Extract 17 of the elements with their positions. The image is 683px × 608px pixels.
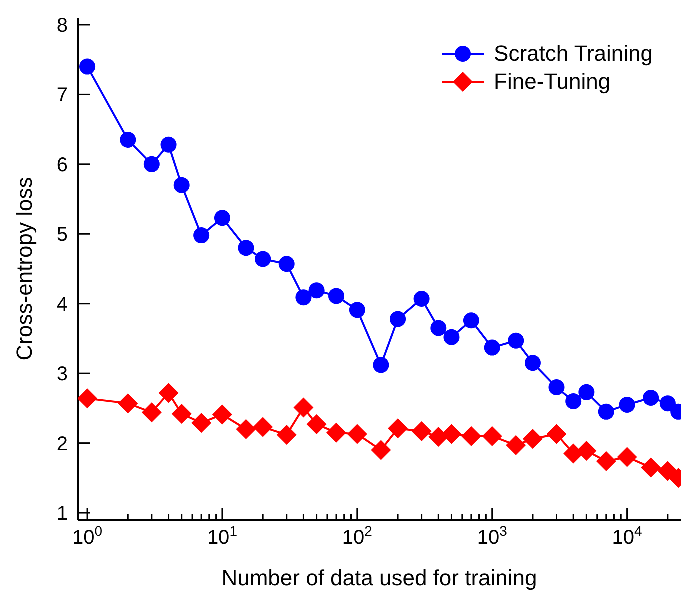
x-tick-label: 10$^{2}$ <box>342 523 373 549</box>
x-tick-label: 10$^{0}$ <box>72 523 103 549</box>
y-tick-label: 7 <box>56 84 68 107</box>
y-tick-label: 6 <box>56 154 68 176</box>
y-tick-label: 1 <box>56 503 68 526</box>
x-tick-label: 10$^{1}$ <box>207 523 238 549</box>
y-tick-label: 3 <box>56 364 68 386</box>
x-tick-label: 10$^{4}$ <box>612 523 643 549</box>
y-tick-label: 8 <box>56 14 68 37</box>
x-axis-title: Number of data used for training <box>222 566 538 591</box>
y-tick-label: 4 <box>56 294 68 316</box>
y-axis-title: Cross-entropy loss <box>12 177 37 361</box>
legend-label: Scratch Training <box>494 40 653 68</box>
y-tick-label: 5 <box>56 224 68 246</box>
x-tick-label: 10$^{3}$ <box>477 523 508 549</box>
y-tick-label: 2 <box>56 433 68 456</box>
legend-label: Fine-Tuning <box>494 68 611 96</box>
